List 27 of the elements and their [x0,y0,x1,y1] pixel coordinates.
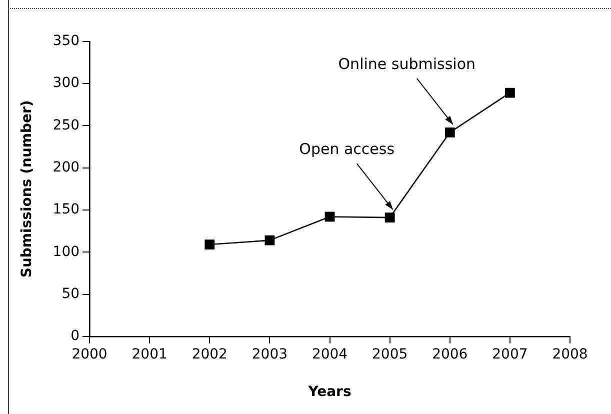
y-tick-label: 100 [52,244,80,260]
x-tick-label: 2004 [312,346,348,362]
x-tick-label: 2003 [252,346,288,362]
point [384,212,395,223]
x-tick-label: 2000 [72,346,108,362]
point [444,127,455,138]
y-tick-label: 250 [52,117,80,134]
y-axis-title: Submissions (number) [19,100,36,278]
point [504,88,515,98]
x-tick-label: 2005 [372,346,408,362]
x-tick-label: 2002 [192,346,228,362]
point [204,240,215,250]
y-tick-label: 300 [52,75,80,92]
x-axis-title: Years [307,384,352,400]
y-tick-label: 150 [52,202,80,218]
point [324,212,335,222]
annotation: Open access [299,140,395,158]
y-tick-label: 50 [62,286,80,302]
y-tick-label: 200 [52,159,80,176]
x-tick-label: 2001 [132,346,168,362]
annotation: Online submission [338,54,476,73]
point [264,235,275,246]
x-tick-label: 2008 [552,346,588,362]
x-tick-label: 2007 [492,346,528,362]
x-tick-label: 2006 [432,346,468,362]
y-tick-label: 0 [70,328,80,344]
y-tick-label: 350 [52,33,80,50]
